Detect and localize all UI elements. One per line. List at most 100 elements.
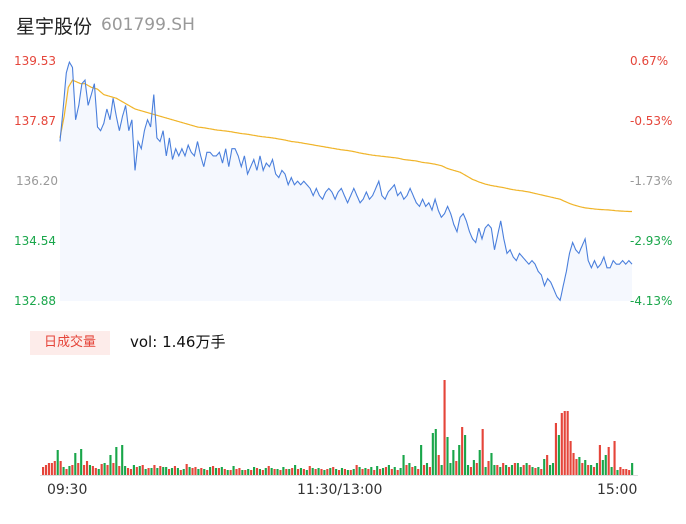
volume-bar (176, 468, 179, 475)
volume-bar (572, 453, 575, 475)
volume-bar (323, 470, 326, 475)
volume-bar (446, 437, 449, 475)
volume-bar (42, 467, 45, 475)
volume-bar (578, 457, 581, 475)
volume-bar (185, 464, 188, 475)
volume-bar (493, 465, 496, 475)
y-tick-price-3: 134.54 (14, 234, 56, 248)
volume-bar (156, 468, 159, 475)
volume-bar (540, 469, 543, 475)
volume-bar (124, 466, 127, 475)
volume-bar (311, 468, 314, 475)
volume-bar (361, 469, 364, 475)
volume-bar (223, 469, 226, 475)
volume-bar (610, 467, 613, 475)
y-tick-pct-3: -2.93% (630, 234, 673, 248)
volume-bar (411, 467, 414, 475)
volume-tab[interactable]: 日成交量 (30, 331, 110, 355)
volume-bar (505, 465, 508, 475)
volume-bar (211, 466, 215, 475)
y-tick-price-0: 139.53 (14, 54, 56, 68)
volume-bar (332, 467, 335, 475)
volume-bar (147, 468, 150, 475)
volume-bar (203, 469, 206, 475)
volume-bar (247, 469, 250, 475)
volume-bar (496, 465, 499, 475)
volume-bar (153, 465, 156, 475)
volume-bar (472, 460, 475, 475)
volume-bar (531, 467, 534, 475)
volume-bar (253, 467, 256, 475)
volume-bar (314, 469, 317, 475)
volume-bar (461, 427, 464, 475)
volume-bar (200, 468, 203, 475)
volume-bar (150, 468, 153, 475)
volume-bar (106, 465, 109, 475)
volume-bar (592, 467, 596, 475)
volume-bar (534, 468, 537, 475)
volume-bar (425, 463, 429, 475)
volume-bar (384, 467, 388, 475)
volume-bar (537, 467, 540, 475)
volume-bar (232, 466, 235, 475)
volume-bar (62, 467, 65, 475)
volume-bar (513, 463, 516, 475)
volume-bar (402, 455, 405, 475)
volume-bar (170, 468, 174, 475)
volume-bar (516, 463, 519, 475)
volume-bar (390, 469, 393, 475)
volume-bar (53, 461, 56, 475)
volume-bar (551, 463, 555, 475)
volume-bar (604, 455, 607, 475)
volume-prefix: vol: (130, 333, 158, 351)
volume-bar (77, 463, 80, 475)
volume-bar (188, 467, 191, 475)
volume-bar (546, 455, 549, 475)
volume-bar (405, 465, 408, 475)
volume-bar (329, 468, 332, 475)
volume-bar (507, 467, 511, 475)
volume-bar (352, 469, 355, 475)
volume-bar (88, 465, 92, 475)
volume-bar (346, 470, 349, 475)
volume-bar (560, 413, 563, 475)
volume-bar (229, 470, 232, 475)
y-tick-price-1: 137.87 (14, 114, 56, 128)
volume-bar (367, 469, 370, 475)
volume-bar (607, 447, 610, 475)
volume-bar (370, 467, 373, 475)
volume-bar (250, 470, 253, 475)
volume-bar (191, 468, 194, 475)
volume-bar (631, 463, 634, 475)
volume-bar (408, 463, 411, 475)
volume-bar (244, 470, 247, 475)
volume-bar (525, 463, 528, 475)
volume-bar (100, 464, 103, 475)
volume-bar (68, 466, 71, 475)
volume-bar (291, 468, 294, 475)
volume-bar (452, 450, 455, 475)
stock-code: 601799.SH (101, 15, 195, 35)
volume-bar (434, 429, 437, 475)
volume-bar (118, 466, 121, 475)
volume-bar (487, 461, 490, 475)
volume-bar (590, 465, 593, 475)
volume-bar (393, 467, 396, 475)
volume-bar (499, 467, 502, 475)
volume-bar (563, 411, 566, 475)
volume-bar (320, 469, 323, 475)
volume-bar (94, 468, 97, 475)
volume-bar (587, 465, 590, 475)
y-tick-pct-2: -1.73% (630, 174, 673, 188)
volume-bar (179, 470, 182, 475)
volume-bar (288, 469, 291, 475)
volume-bar (628, 470, 631, 475)
volume-bar (440, 465, 443, 475)
volume-bar (56, 450, 59, 475)
volume-bar (220, 467, 223, 475)
volume-bar (428, 467, 431, 475)
volume-bar (83, 465, 86, 475)
volume-bar (132, 465, 135, 475)
volume-bar (455, 461, 458, 475)
